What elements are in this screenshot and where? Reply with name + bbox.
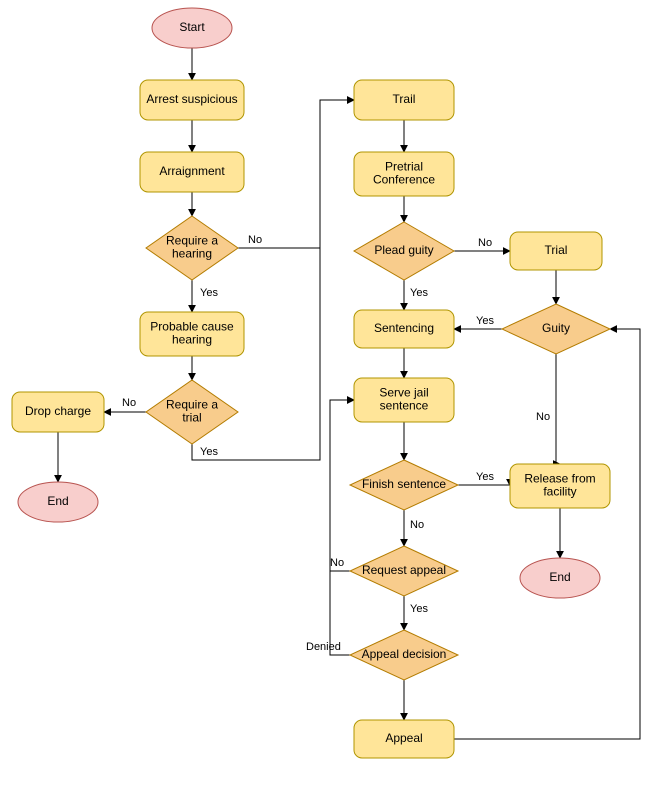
node-label-guilty: Guity [542,321,570,335]
node-label-start: Start [179,20,205,34]
node-label-trial2: Trial [545,243,568,257]
node-reqHear: Require ahearing [146,216,238,280]
node-arraign: Arraignment [140,152,244,192]
node-label-end2: End [549,570,570,584]
node-label-serveJail: Serve jailsentence [379,386,428,413]
node-start: Start [152,8,232,48]
node-label-dropCharge: Drop charge [25,404,91,418]
node-label-appealDec: Appeal decision [362,647,447,661]
node-label-trail: Trail [393,92,416,106]
node-label-arraign: Arraignment [159,164,225,178]
node-label-reqAppeal: Request appeal [362,563,446,577]
edge-label-finishSent-releaseFac: Yes [476,471,494,483]
edge-label-pleadGuilty-sentencing: Yes [410,287,428,299]
node-trial2: Trial [510,232,602,270]
node-serveJail: Serve jailsentence [354,378,454,422]
node-sentencing: Sentencing [354,310,454,348]
edge-label-reqHear-probCause: Yes [200,287,218,299]
node-label-pleadGuilty: Plead guity [374,243,433,257]
node-probCause: Probable causehearing [140,312,244,356]
node-label-end1: End [47,494,68,508]
node-finishSent: Finish sentence [350,460,458,510]
node-reqAppeal: Request appeal [350,546,458,596]
node-label-finishSent: Finish sentence [362,477,446,491]
edge-label-guilty-sentencing: Yes [476,315,494,327]
node-reqTrial: Require atrial [146,380,238,444]
edge-finishSent-releaseFac [458,485,510,486]
edge-label-reqTrial-trail: Yes [200,446,218,458]
node-end1: End [18,482,98,522]
edge-label-reqHear-trail: No [248,234,262,246]
node-end2: End [520,558,600,598]
edge-label-reqAppeal-serveJail: No [330,557,344,569]
node-label-appeal: Appeal [385,731,422,745]
node-label-reqHear: Require ahearing [166,234,218,261]
edge-label-guilty-releaseFac: No [536,411,550,423]
node-pretrial: PretrialConference [354,152,454,196]
node-arrest: Arrest suspicious [140,80,244,120]
node-label-sentencing: Sentencing [374,321,434,335]
node-guilty: Guity [502,304,610,354]
edge-label-finishSent-reqAppeal: No [410,519,424,531]
edge-guilty-releaseFac [556,354,560,464]
edge-appeal-guilty [454,329,640,739]
node-trail: Trail [354,80,454,120]
node-releaseFac: Release fromfacility [510,464,610,508]
flowchart-canvas: Yes No No Yes No Yes Yes No Yes No Yes No Denied Star… [0,0,653,792]
edge-label-appealDec-serveJail: Denied [306,641,341,653]
node-appeal: Appeal [354,720,454,758]
edge-label-reqAppeal-appealDec: Yes [410,603,428,615]
node-pleadGuilty: Plead guity [354,222,454,280]
edge-reqHear-trail [238,100,354,248]
node-dropCharge: Drop charge [12,392,104,432]
edge-label-pleadGuilty-trial2: No [478,237,492,249]
edge-appealDec-serveJail [330,400,354,655]
node-appealDec: Appeal decision [350,630,458,680]
edge-label-reqTrial-dropCharge: No [122,397,136,409]
edges-layer: Yes No No Yes No Yes Yes No Yes No Yes No Denied [58,48,640,739]
node-label-arrest: Arrest suspicious [146,92,237,106]
